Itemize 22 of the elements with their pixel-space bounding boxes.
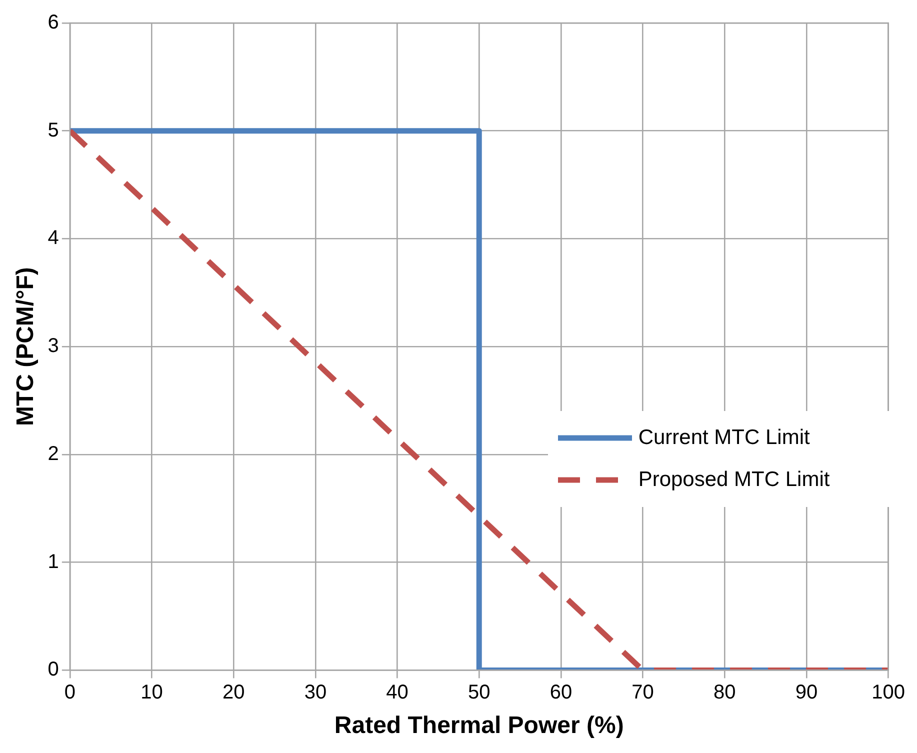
x-tick-label: 80 bbox=[714, 682, 736, 704]
x-tick-label: 70 bbox=[632, 682, 654, 704]
x-tick-label: 60 bbox=[550, 682, 572, 704]
x-axis-title: Rated Thermal Power (%) bbox=[334, 712, 624, 740]
y-tick-label: 2 bbox=[48, 442, 59, 465]
legend-label: Proposed MTC Limit bbox=[638, 468, 830, 492]
x-tick-label: 40 bbox=[386, 682, 408, 704]
x-tick-label: 90 bbox=[795, 682, 818, 704]
x-tick-label: 30 bbox=[304, 682, 327, 704]
x-tick-label: 0 bbox=[64, 682, 76, 704]
x-tick-label: 10 bbox=[140, 682, 163, 704]
y-tick-label: 0 bbox=[48, 658, 59, 681]
y-tick-label: 4 bbox=[48, 227, 59, 250]
y-tick-label: 1 bbox=[48, 550, 59, 573]
legend-label: Current MTC Limit bbox=[638, 426, 810, 450]
y-tick-label: 5 bbox=[48, 119, 59, 142]
x-tick-label: 20 bbox=[222, 682, 245, 704]
y-tick-label: 6 bbox=[48, 12, 59, 34]
x-tick-label: 50 bbox=[468, 682, 490, 704]
y-tick-label: 3 bbox=[48, 335, 59, 358]
y-axis-title: MTC (PCM/°F) bbox=[12, 267, 40, 426]
x-tick-label: 100 bbox=[872, 682, 906, 704]
